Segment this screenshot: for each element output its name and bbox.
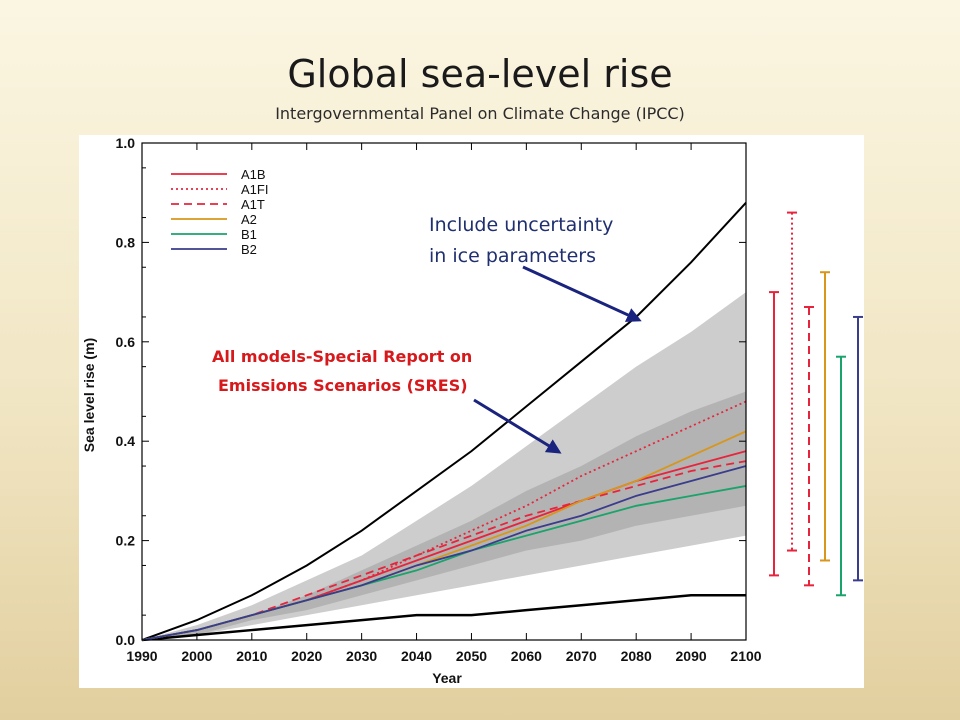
legend-label-a2: A2 — [241, 212, 257, 227]
annotation-ice-line1: Include uncertainty — [429, 214, 613, 236]
y-tick-label: 0.2 — [116, 533, 136, 549]
series-line-a1fi — [141, 400, 747, 641]
sea-level-chart: 1990 2000 2010 2020 2030 2040 2050 2060 2070 2080… — [81, 135, 863, 686]
x-tick-label: 2060 — [511, 648, 542, 664]
x-tick-label: 2090 — [676, 648, 707, 664]
range-bars — [769, 211, 863, 597]
ice-upper-bound-line — [141, 201, 747, 641]
x-tick-label: 2070 — [566, 648, 597, 664]
x-tick-label: 2080 — [621, 648, 652, 664]
y-tick-label: 0.0 — [116, 632, 136, 648]
x-tick-label: 2000 — [181, 648, 212, 664]
x-tick-label: 1990 — [126, 648, 157, 664]
annotation-ice-arrow — [522, 265, 642, 322]
legend-label-a1fi: A1FI — [241, 182, 268, 197]
y-tick-label: 0.4 — [116, 433, 136, 449]
x-tick-label: 2040 — [401, 648, 432, 664]
y-tick-label: 0.6 — [116, 334, 136, 350]
legend-label-a1b: A1B — [241, 167, 266, 182]
legend-label-b1: B1 — [241, 227, 257, 242]
x-axis-title: Year — [432, 670, 462, 686]
annotation-sres-line2: Emissions Scenarios (SRES) — [218, 376, 468, 395]
legend-label-b2: B2 — [241, 242, 257, 257]
slide-title: Global sea-level rise — [287, 52, 673, 96]
tick-layer: 1990 2000 2010 2020 2030 2040 2050 2060 2070 2080… — [116, 135, 762, 664]
axes-frame — [141, 142, 747, 641]
series-layer — [141, 201, 747, 642]
legend-label-a1t: A1T — [241, 197, 265, 212]
x-tick-label: 2100 — [730, 648, 761, 664]
plot-frame — [141, 142, 747, 641]
slide-subtitle: Intergovernmental Panel on Climate Chang… — [275, 104, 685, 123]
x-tick-label: 2030 — [346, 648, 377, 664]
ice-lower-bound-line — [141, 594, 746, 642]
series-line-b2 — [141, 465, 747, 641]
x-tick-label: 2010 — [236, 648, 267, 664]
series-line-a1t — [141, 460, 747, 641]
annotation-ice-line2: in ice parameters — [429, 245, 596, 267]
envelope-layer — [142, 292, 746, 640]
chart-panel: 1990 2000 2010 2020 2030 2040 2050 2060 2070 2080… — [79, 135, 864, 688]
x-tick-label: 2050 — [456, 648, 487, 664]
y-axis-title: Sea level rise (m) — [81, 338, 97, 452]
y-tick-label: 0.8 — [116, 234, 136, 250]
model-envelope — [142, 391, 746, 640]
y-tick-label: 1.0 — [116, 135, 136, 151]
annotation-sres-line1: All models-Special Report on — [212, 347, 472, 366]
sres-envelope — [142, 292, 746, 640]
x-tick-label: 2020 — [291, 648, 322, 664]
annotation-sres-arrow — [473, 398, 562, 454]
